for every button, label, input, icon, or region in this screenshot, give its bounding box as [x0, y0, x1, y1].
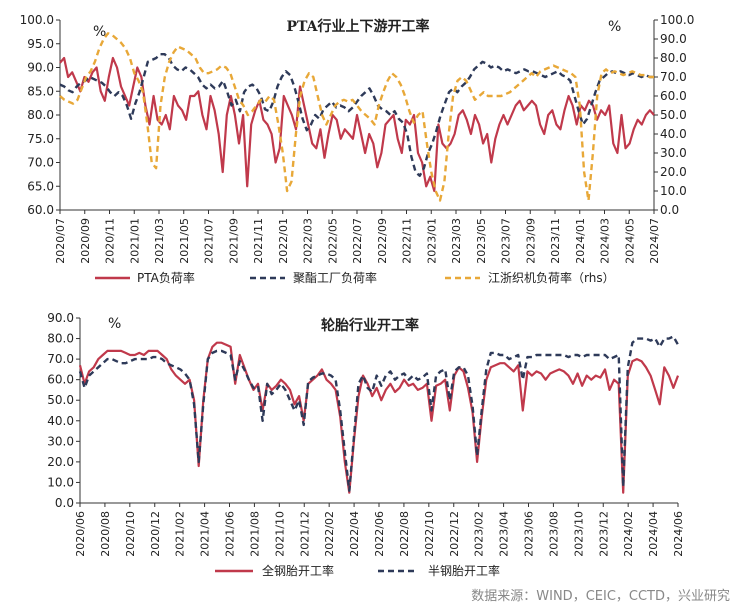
pta-xtick-label: 2024/05: [623, 218, 636, 264]
tire-series-line-0: [78, 341, 680, 494]
pta-xtick-label: 2020/11: [104, 218, 117, 264]
pta-legend-label-1: 聚酯工厂负荷率: [293, 270, 377, 285]
tire-xtick-label: 2020/12: [149, 511, 162, 557]
tire-ytick-left-label: 90.0: [47, 311, 74, 325]
pta-legend-label-0: PTA负荷率: [137, 270, 195, 285]
pta-xtick-label: 2022/09: [376, 218, 389, 264]
pta-xtick-label: 2024/07: [648, 218, 661, 264]
tire-ytick-left-label: 30.0: [47, 434, 74, 448]
pta-ytick-right-label: 10.0: [660, 184, 687, 198]
tire-xtick-label: 2023/10: [572, 511, 585, 557]
pta-xtick-label: 2021/05: [178, 218, 191, 264]
tire-chart: 0.0 10.0 20.0 30.0 40.0 50.0 60.0 70.0 80.0 90.0 2…: [47, 311, 685, 578]
pta-ytick-left-label: 70.0: [27, 156, 54, 170]
pta-ytick-left-label: 75.0: [27, 132, 54, 146]
pta-xtick-label: 2024/01: [574, 218, 587, 264]
pta-xtick-label: 2020/09: [79, 218, 92, 264]
pta-ytick-right-label: 20.0: [660, 165, 687, 179]
pta-xtick-label: 2021/03: [153, 218, 166, 264]
tire-series-line-1: [78, 335, 680, 492]
tire-xtick-label: 2020/10: [124, 511, 137, 557]
pta-xtick-label: 2024/03: [599, 218, 612, 264]
pta-ytick-right-label: 40.0: [660, 127, 687, 141]
tire-xtick-label: 2021/08: [248, 511, 261, 557]
pta-xtick-label: 2022/05: [326, 218, 339, 264]
tire-xtick-label: 2022/04: [348, 511, 361, 557]
pta-ytick-right-label: 30.0: [660, 146, 687, 160]
pta-xtick-label: 2023/05: [475, 218, 488, 264]
tire-xtick-label: 2023/02: [473, 511, 486, 557]
tire-ytick-left-label: 10.0: [47, 475, 74, 489]
tire-xtick-label: 2024/02: [622, 511, 635, 557]
pta-ytick-right-label: 80.0: [660, 51, 687, 65]
pta-xtick-label: 2021/07: [203, 218, 216, 264]
tire-xtick-label: 2023/04: [498, 511, 511, 557]
pta-ytick-left-label: 85.0: [27, 84, 54, 98]
tire-legend-label-1: 半钢胎开工率: [428, 563, 500, 578]
source-note: 数据来源：WIND，CEIC，CCTD，兴业研究: [471, 589, 730, 604]
pta-xtick-label: 2023/07: [500, 218, 513, 264]
tire-xtick-label: 2021/10: [273, 511, 286, 557]
pta-ytick-left-label: 95.0: [27, 37, 54, 51]
pta-legend-label-2: 江浙织机负荷率（rhs）: [488, 270, 615, 285]
pta-series-line-1: [59, 53, 654, 178]
tire-legend-label-0: 全钢胎开工率: [262, 563, 334, 578]
pta-ytick-right-label: 100.0: [660, 13, 694, 27]
pta-xtick-label: 2022/01: [277, 218, 290, 264]
tire-xtick-label: 2020/08: [99, 511, 112, 557]
pta-ytick-left-label: 65.0: [27, 179, 54, 193]
pta-series-line-0: [59, 56, 655, 193]
tire-ytick-left-label: 50.0: [47, 393, 74, 407]
tire-xtick-label: 2022/08: [398, 511, 411, 557]
pta-unit-right: %: [608, 19, 621, 35]
tire-ytick-left-label: 60.0: [47, 373, 74, 387]
pta-unit-left: %: [93, 24, 106, 40]
tire-xtick-label: 2023/06: [523, 511, 536, 557]
tire-xtick-label: 2022/02: [323, 511, 336, 557]
tire-ytick-left-label: 0.0: [55, 496, 74, 510]
pta-ytick-right-label: 70.0: [660, 70, 687, 84]
pta-xtick-label: 2021/09: [227, 218, 240, 264]
tire-xtick-label: 2024/06: [672, 511, 685, 557]
tire-xtick-label: 2023/08: [547, 511, 560, 557]
tire-xtick-label: 2021/02: [174, 511, 187, 557]
pta-xtick-label: 2022/07: [351, 218, 364, 264]
pta-xtick-label: 2023/03: [450, 218, 463, 264]
pta-xtick-label: 2021/01: [128, 218, 141, 264]
tire-unit-left: %: [108, 316, 121, 332]
tire-xtick-label: 2021/06: [224, 511, 237, 557]
pta-xtick-label: 2023/11: [549, 218, 562, 264]
pta-ytick-left-label: 90.0: [27, 61, 54, 75]
pta-ytick-left-label: 100.0: [20, 13, 54, 27]
tire-xtick-label: 2022/06: [373, 511, 386, 557]
pta-xtick-label: 2023/09: [524, 218, 537, 264]
pta-ytick-left-label: 80.0: [27, 108, 54, 122]
tire-xtick-label: 2022/10: [423, 511, 436, 557]
tire-chart-title: 轮胎行业开工率: [321, 317, 419, 334]
tire-xtick-label: 2024/04: [647, 511, 660, 557]
tire-ytick-left-label: 70.0: [47, 352, 74, 366]
pta-xtick-label: 2021/11: [252, 218, 265, 264]
tire-ytick-left-label: 20.0: [47, 455, 74, 469]
pta-ytick-right-label: 90.0: [660, 32, 687, 46]
pta-ytick-left-label: 60.0: [27, 203, 54, 217]
pta-series-line-2: [59, 32, 654, 202]
pta-ytick-right-label: 60.0: [660, 89, 687, 103]
pta-xtick-label: 2022/11: [401, 218, 414, 264]
tire-xtick-label: 2021/12: [298, 511, 311, 557]
pta-ytick-right-label: 0.0: [660, 203, 679, 217]
pta-xtick-label: 2020/07: [54, 218, 67, 264]
pta-ytick-right-label: 50.0: [660, 108, 687, 122]
tire-ytick-left-label: 80.0: [47, 332, 74, 346]
pta-chart-title: PTA行业上下游开工率: [286, 18, 429, 35]
tire-xtick-label: 2023/12: [597, 511, 610, 557]
pta-chart: 60.0 65.0 70.0 75.0 80.0 85.0 90.0 95.0 100.0 0.0…: [20, 13, 695, 285]
tire-xtick-label: 2022/12: [448, 511, 461, 557]
tire-xtick-label: 2020/06: [74, 511, 87, 557]
tire-xtick-label: 2021/04: [199, 511, 212, 557]
tire-ytick-left-label: 40.0: [47, 414, 74, 428]
pta-xtick-label: 2022/03: [302, 218, 315, 264]
pta-xtick-label: 2023/01: [425, 218, 438, 264]
